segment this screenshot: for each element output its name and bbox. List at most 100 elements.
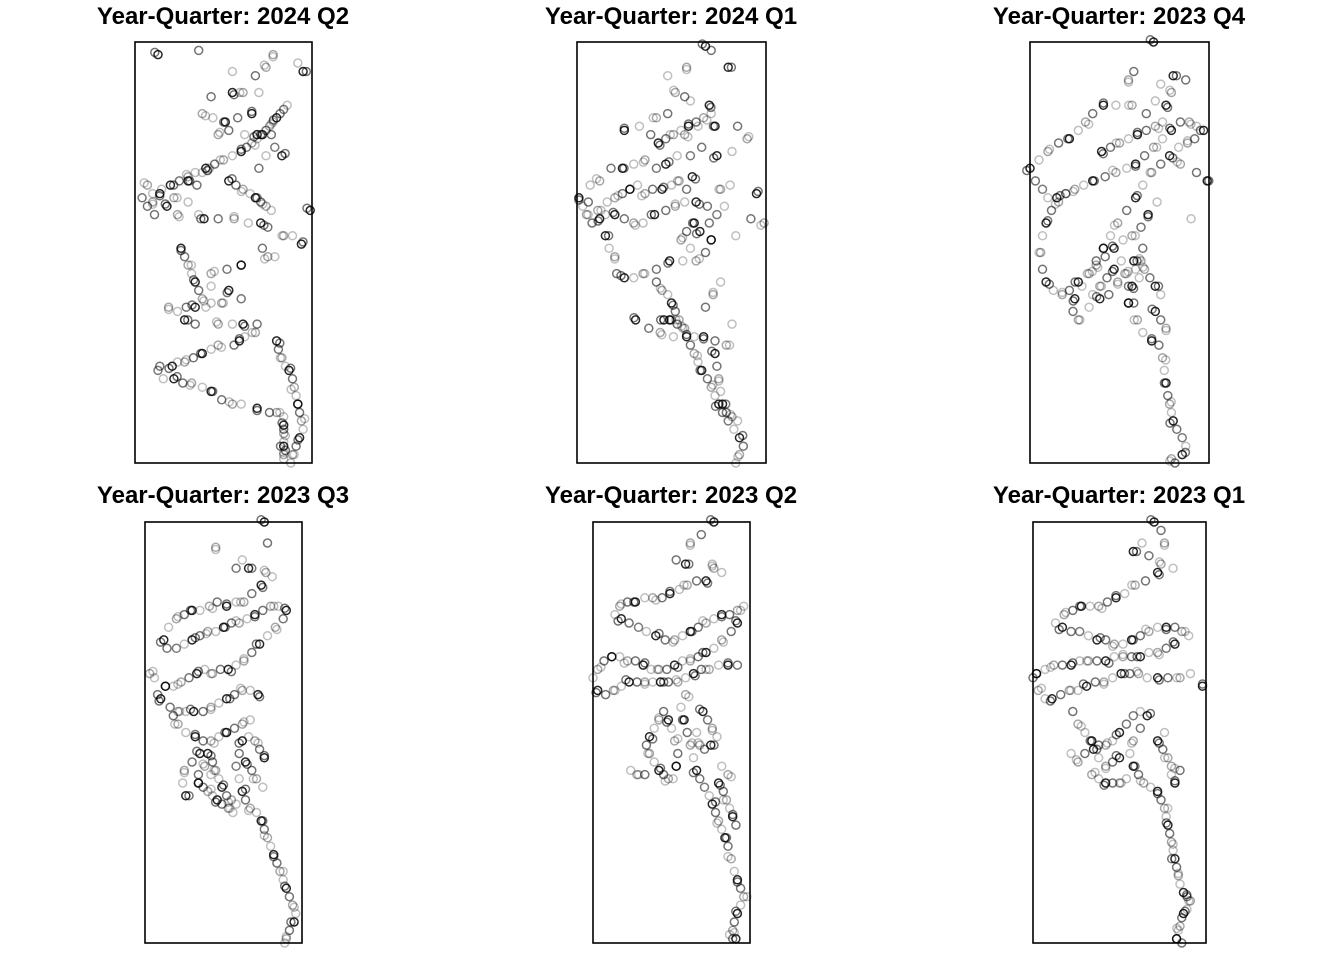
scatter-point (610, 193, 620, 203)
scatter-point (725, 180, 735, 190)
scatter-point (1085, 736, 1095, 746)
scatter-point (289, 382, 300, 392)
scatter-point (1057, 660, 1068, 670)
scatter-point (1130, 264, 1141, 275)
plot-frame (592, 521, 751, 944)
scatter-point (1157, 117, 1168, 127)
scatter-point (1157, 134, 1168, 144)
scatter-point (1173, 868, 1184, 879)
scatter-point (611, 268, 622, 279)
scatter-point (256, 580, 266, 590)
scatter-point (600, 689, 611, 700)
scatter-point (192, 180, 202, 190)
scatter-point (633, 622, 644, 633)
scatter-point (1195, 125, 1206, 136)
scatter-point (1091, 256, 1101, 266)
scatter-point (679, 129, 690, 140)
scatter-point (206, 668, 216, 679)
scatter-point (252, 405, 262, 416)
scatter-point (1046, 205, 1057, 216)
scatter-point (250, 612, 260, 622)
scatter-point (172, 371, 182, 382)
scatter-point (714, 374, 724, 384)
scatter-point (1045, 662, 1056, 673)
scatter-point (199, 214, 209, 224)
scatter-point (622, 597, 633, 607)
scatter-point (229, 211, 239, 222)
scatter-point (700, 247, 711, 258)
scatter-point (691, 117, 701, 127)
scatter-point (172, 306, 183, 317)
scatter-point (183, 197, 193, 207)
scatter-point (646, 664, 656, 675)
scatter-point (701, 576, 711, 586)
scatter-point (646, 209, 657, 220)
scatter-point (177, 778, 188, 788)
scatter-point (137, 193, 147, 203)
scatter-point (1127, 100, 1137, 110)
scatter-point (156, 184, 167, 195)
scatter-point (1156, 795, 1166, 805)
scatter-point (278, 104, 289, 115)
scatter-point (251, 807, 262, 818)
scatter-point (1087, 266, 1098, 277)
scatter-point (1096, 146, 1107, 157)
scatter-point (691, 256, 701, 266)
scatter-point (700, 302, 711, 312)
scatter-point (263, 251, 273, 262)
scatter-point (717, 399, 728, 409)
scatter-point (670, 201, 681, 211)
scatter-point (669, 635, 680, 645)
scatter-point (1180, 75, 1191, 85)
scatter-point (668, 637, 678, 647)
scatter-point (298, 66, 308, 77)
scatter-point (1121, 719, 1132, 729)
scatter-point (1152, 197, 1162, 207)
scatter-point (278, 875, 288, 885)
scatter-point (213, 214, 223, 224)
scatter-point (710, 390, 720, 401)
scatter-point (701, 647, 711, 658)
scatter-point (708, 289, 718, 300)
scatter-point (217, 799, 227, 809)
scatter-point (678, 256, 688, 266)
scatter-point (630, 220, 641, 230)
scatter-point (234, 618, 244, 628)
scatter-point (674, 584, 685, 595)
scatter-point (640, 677, 650, 687)
scatter-point (171, 614, 182, 624)
scatter-point (1140, 576, 1151, 586)
scatter-point (210, 544, 221, 555)
scatter-point (198, 782, 208, 792)
scatter-point (1168, 563, 1178, 574)
scatter-point (1055, 689, 1066, 700)
scatter-point (229, 723, 240, 734)
scatter-point (1096, 281, 1107, 291)
scatter-point (1084, 268, 1094, 279)
scatter-point (704, 218, 715, 228)
scatter-point (649, 757, 659, 767)
scatter-point (250, 327, 261, 338)
scatter-point (593, 205, 603, 216)
scatter-point (259, 60, 270, 70)
scatter-point (637, 191, 647, 201)
scatter-point (253, 689, 263, 700)
scatter-point (1066, 685, 1076, 696)
scatter-point (1186, 214, 1196, 224)
scatter-point (1166, 87, 1177, 98)
scatter-point (1148, 142, 1159, 153)
scatter-point (206, 736, 216, 746)
scatter-point (662, 717, 672, 727)
scatter-point (1127, 580, 1137, 590)
scatter-point (681, 329, 692, 340)
scatter-point (215, 155, 226, 165)
scatter-point (726, 626, 736, 637)
scatter-point (732, 416, 743, 426)
scatter-point (1118, 651, 1128, 662)
scatter-point (1191, 167, 1202, 178)
scatter-point (232, 113, 243, 123)
scatter-point (1121, 268, 1132, 279)
scatter-point (1095, 632, 1105, 643)
scatter-point (1102, 738, 1113, 748)
scatter-point (716, 824, 727, 835)
